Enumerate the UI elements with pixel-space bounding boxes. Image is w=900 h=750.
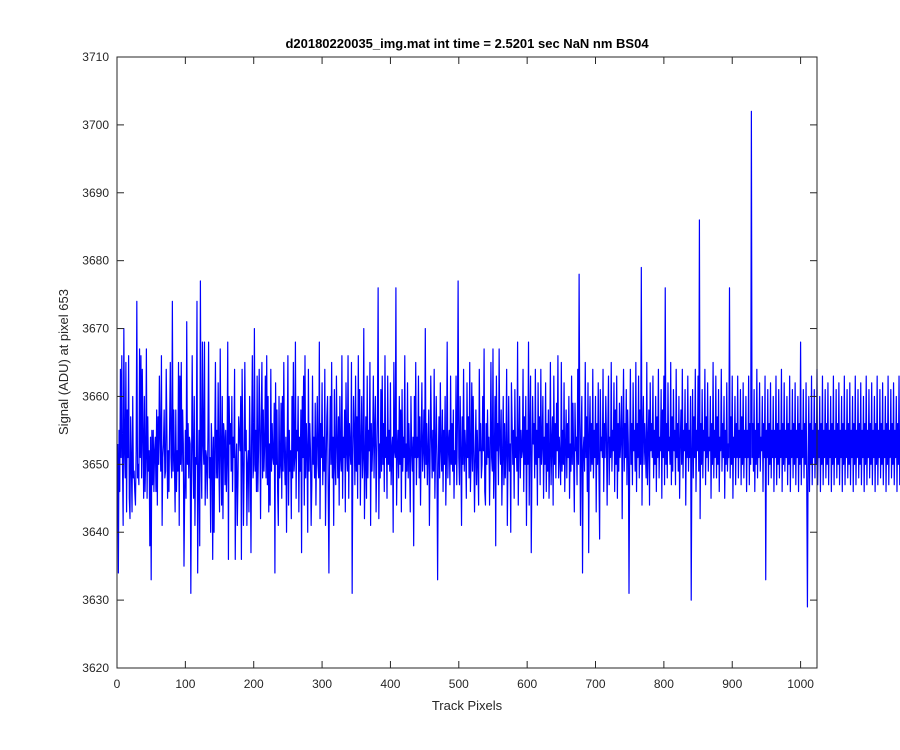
- x-axis-label: Track Pixels: [432, 698, 503, 713]
- y-tick-label: 3640: [82, 525, 109, 539]
- x-tick-label: 800: [654, 677, 674, 691]
- y-axis-label: Signal (ADU) at pixel 653: [56, 289, 71, 435]
- y-tick-label: 3680: [82, 254, 109, 268]
- x-tick-label: 1000: [787, 677, 814, 691]
- y-tick-label: 3620: [82, 661, 109, 675]
- x-tick-label: 200: [244, 677, 264, 691]
- y-tick-label: 3660: [82, 389, 109, 403]
- x-tick-label: 900: [722, 677, 742, 691]
- x-tick-label: 600: [517, 677, 537, 691]
- y-tick-label: 3650: [82, 457, 109, 471]
- x-tick-label: 300: [312, 677, 332, 691]
- chart-title: d20180220035_img.mat int time = 2.5201 s…: [285, 36, 649, 51]
- x-tick-label: 700: [586, 677, 606, 691]
- series-layer: [117, 110, 900, 608]
- y-tick-label: 3710: [82, 50, 109, 64]
- y-tick-label: 3700: [82, 118, 109, 132]
- series-line: [117, 110, 900, 608]
- y-tick-label: 3690: [82, 186, 109, 200]
- x-tick-label: 100: [175, 677, 195, 691]
- axes-box: [116, 56, 818, 669]
- plot-area-background: [117, 57, 817, 668]
- x-tick-label: 500: [449, 677, 469, 691]
- y-tick-label: 3670: [82, 322, 109, 336]
- x-axis-ticks: 0 100 200 300 400 500 600 700 800 900 1000: [114, 57, 814, 691]
- x-tick-label: 0: [114, 677, 121, 691]
- x-tick-label: 400: [380, 677, 400, 691]
- y-tick-label: 3630: [82, 593, 109, 607]
